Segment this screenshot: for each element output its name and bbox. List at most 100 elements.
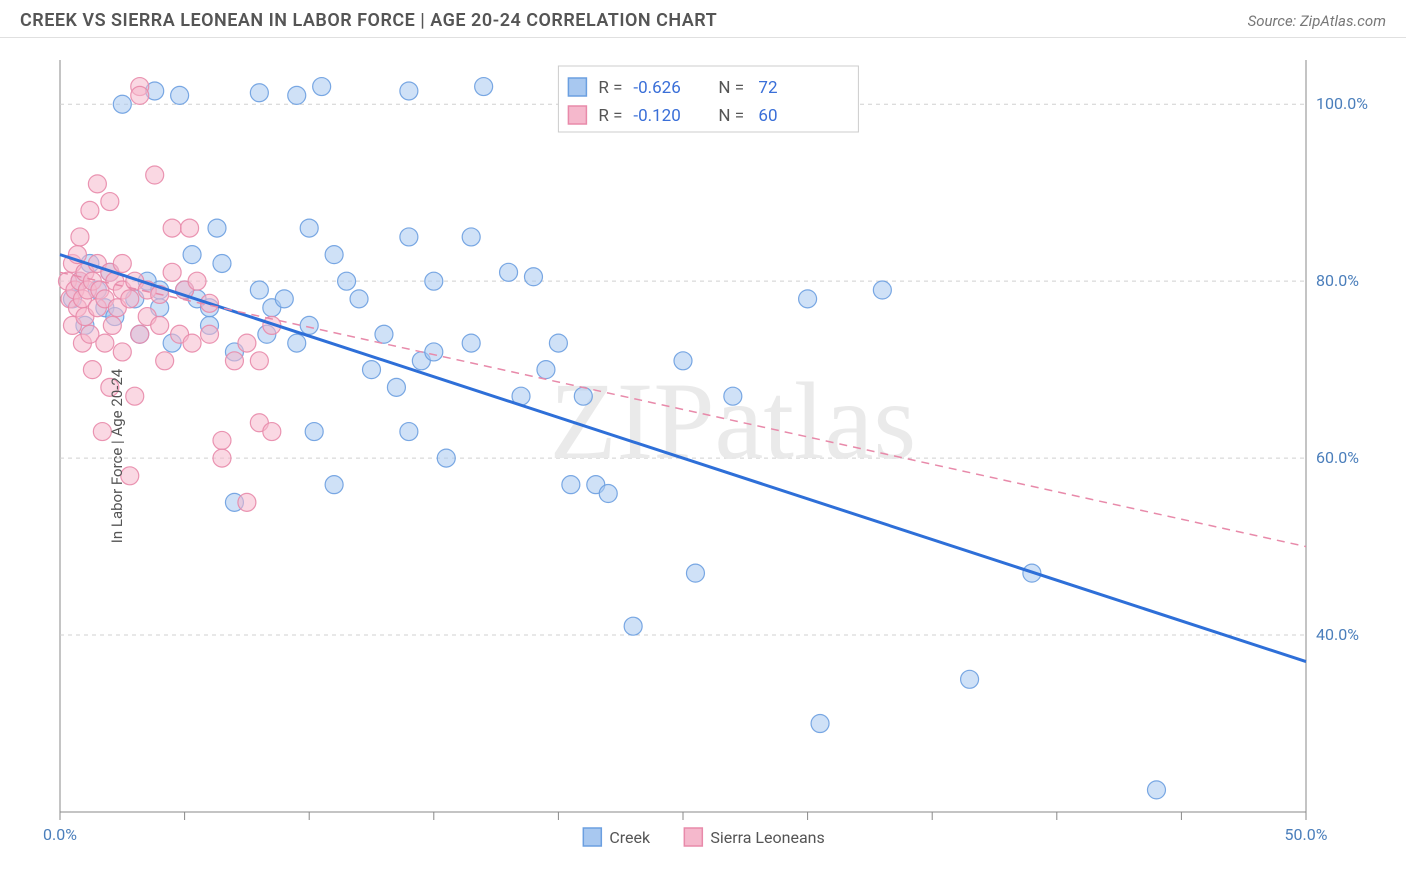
scatter-point — [686, 564, 704, 582]
scatter-point — [181, 219, 199, 237]
scatter-point — [250, 352, 268, 370]
svg-text:60.0%: 60.0% — [1316, 448, 1359, 467]
scatter-point — [113, 254, 131, 272]
scatter-point — [151, 316, 169, 334]
scatter-point — [288, 334, 306, 352]
scatter-point — [225, 352, 243, 370]
scatter-point — [163, 219, 181, 237]
scatter-point — [156, 352, 174, 370]
scatter-point — [88, 175, 106, 193]
legend-label: Creek — [609, 828, 651, 847]
scatter-chart-svg: 40.0%60.0%80.0%100.0%0.0%50.0%ZIPatlasR … — [20, 50, 1386, 862]
scatter-point — [624, 617, 642, 635]
chart-header: CREEK VS SIERRA LEONEAN IN LABOR FORCE |… — [0, 0, 1406, 38]
scatter-point — [201, 325, 219, 343]
scatter-point — [263, 423, 281, 441]
chart-source: Source: ZipAtlas.com — [1248, 12, 1386, 30]
stat-r-label: R = — [598, 78, 622, 98]
svg-text:40.0%: 40.0% — [1316, 625, 1359, 644]
scatter-point — [400, 228, 418, 246]
scatter-point — [425, 343, 443, 361]
scatter-point — [425, 272, 443, 290]
scatter-point — [524, 268, 542, 286]
scatter-point — [183, 334, 201, 352]
scatter-point — [171, 86, 189, 104]
scatter-point — [338, 272, 356, 290]
stat-n-label: N = — [718, 106, 744, 126]
svg-text:100.0%: 100.0% — [1316, 94, 1368, 113]
scatter-point — [462, 228, 480, 246]
legend-swatch — [684, 828, 702, 846]
scatter-point — [325, 246, 343, 264]
svg-text:50.0%: 50.0% — [1285, 825, 1328, 844]
svg-text:80.0%: 80.0% — [1316, 271, 1359, 290]
scatter-point — [811, 715, 829, 733]
scatter-point — [674, 352, 692, 370]
scatter-point — [213, 449, 231, 467]
svg-text:0.0%: 0.0% — [43, 825, 77, 844]
scatter-point — [183, 246, 201, 264]
scatter-point — [325, 476, 343, 494]
scatter-point — [873, 281, 891, 299]
scatter-point — [238, 334, 256, 352]
scatter-point — [275, 290, 293, 308]
scatter-point — [1147, 781, 1165, 799]
scatter-point — [961, 670, 979, 688]
scatter-point — [113, 95, 131, 113]
scatter-point — [81, 201, 99, 219]
scatter-point — [537, 361, 555, 379]
scatter-point — [103, 316, 121, 334]
scatter-point — [131, 325, 149, 343]
stat-r-value: -0.626 — [633, 78, 680, 98]
scatter-point — [300, 219, 318, 237]
scatter-point — [300, 316, 318, 334]
scatter-point — [562, 476, 580, 494]
scatter-point — [213, 254, 231, 272]
scatter-point — [238, 493, 256, 511]
scatter-point — [350, 290, 368, 308]
scatter-point — [400, 82, 418, 100]
scatter-point — [599, 485, 617, 503]
scatter-point — [96, 334, 114, 352]
y-axis-label: In Labor Force | Age 20-24 — [108, 369, 126, 543]
legend-swatch — [568, 78, 586, 96]
scatter-point — [437, 449, 455, 467]
scatter-point — [131, 86, 149, 104]
stat-n-value: 72 — [758, 78, 777, 98]
stat-r-value: -0.120 — [633, 106, 680, 126]
scatter-point — [121, 290, 139, 308]
legend-label: Sierra Leoneans — [710, 828, 824, 847]
scatter-point — [213, 431, 231, 449]
scatter-point — [188, 272, 206, 290]
scatter-point — [475, 78, 493, 96]
scatter-point — [146, 166, 164, 184]
scatter-point — [375, 325, 393, 343]
scatter-point — [799, 290, 817, 308]
scatter-point — [208, 219, 226, 237]
chart-area: In Labor Force | Age 20-24 40.0% 60.0% 80.… — [20, 50, 1386, 862]
legend-swatch — [583, 828, 601, 846]
scatter-point — [387, 378, 405, 396]
scatter-point — [83, 361, 101, 379]
scatter-point — [363, 361, 381, 379]
legend-swatch — [568, 106, 586, 124]
scatter-point — [400, 423, 418, 441]
scatter-point — [462, 334, 480, 352]
scatter-point — [500, 263, 518, 281]
scatter-point — [549, 334, 567, 352]
scatter-point — [313, 78, 331, 96]
scatter-point — [250, 84, 268, 102]
scatter-point — [113, 343, 131, 361]
stat-n-value: 60 — [758, 106, 777, 126]
scatter-point — [724, 387, 742, 405]
scatter-point — [126, 387, 144, 405]
stat-n-label: N = — [718, 78, 744, 98]
chart-title: CREEK VS SIERRA LEONEAN IN LABOR FORCE |… — [20, 10, 717, 31]
scatter-point — [288, 86, 306, 104]
scatter-point — [71, 228, 89, 246]
scatter-point — [101, 193, 119, 211]
stat-r-label: R = — [598, 106, 622, 126]
scatter-point — [574, 387, 592, 405]
scatter-point — [163, 263, 181, 281]
scatter-point — [305, 423, 323, 441]
